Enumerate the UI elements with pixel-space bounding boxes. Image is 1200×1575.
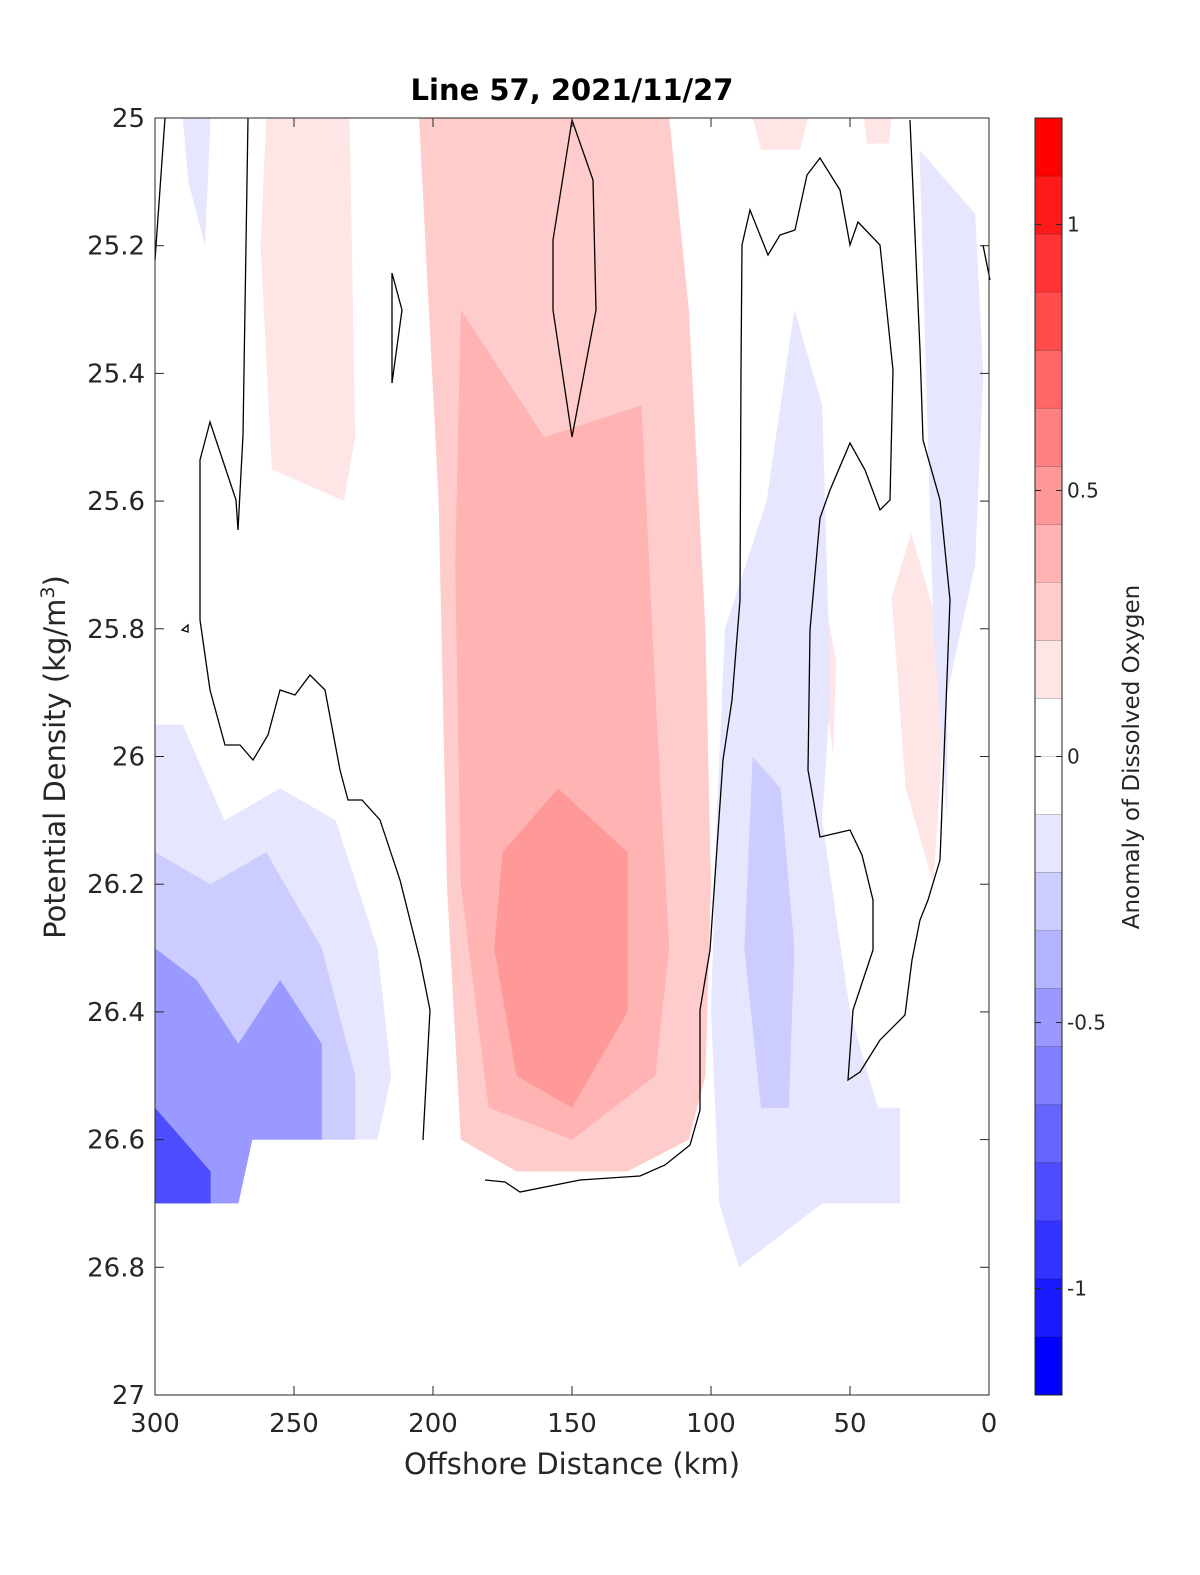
x-tick-label: 50 (833, 1409, 866, 1439)
region-positive-upper-left (260, 118, 356, 502)
y-tick-label: 26 (112, 743, 145, 773)
colorbar-cell (1035, 1278, 1062, 1338)
zero-contour-tiny-mark (180, 623, 189, 633)
colorbar-cell (1035, 756, 1062, 816)
zero-contour-small-loop (391, 272, 403, 384)
colorbar-cell (1035, 814, 1062, 874)
colorbar-ticks: 1 0.5 0 -0.5 -1 (1035, 212, 1106, 1301)
plot-area (154, 117, 991, 1396)
region-negative-right-inner (744, 756, 795, 1108)
y-axis: 25 25.2 25.4 25.6 25.8 26 26.2 26.4 26.6 26.8 27 (87, 104, 989, 1411)
colorbar-cells (1035, 118, 1062, 1396)
zero-contour-lines (154, 117, 991, 1193)
x-tick-label: 0 (981, 1409, 998, 1439)
zero-contour-right-inner (484, 119, 951, 1193)
colorbar: 1 0.5 0 -0.5 -1 Anomaly of Dissolved Oxygen (1034, 117, 1145, 1396)
colorbar-cell (1035, 988, 1062, 1048)
y-axis-label-superscript: 3 (37, 586, 59, 598)
y-axis-label: Potential Density (kg/m3) (37, 575, 72, 939)
colorbar-tick-label: 0 (1067, 745, 1080, 769)
y-axis-label-close: ) (38, 575, 72, 586)
colorbar-cell (1035, 1104, 1062, 1164)
y-tick-label: 26.2 (87, 870, 145, 900)
y-tick-label: 25.6 (87, 487, 145, 517)
y-axis-label-main: Potential Density (kg/m (38, 599, 72, 939)
colorbar-cell (1035, 408, 1062, 467)
colorbar-cell (1035, 1162, 1062, 1222)
colorbar-cell (1035, 1046, 1062, 1106)
colorbar-cell (1035, 524, 1062, 583)
y-tick-label: 25.4 (87, 359, 145, 389)
x-tick-label: 200 (408, 1409, 458, 1439)
region-positive-upper-right-b (863, 118, 892, 144)
colorbar-tick-label: -0.5 (1067, 1011, 1106, 1035)
region-positive-right-lobe (891, 533, 942, 885)
colorbar-cell (1035, 118, 1062, 177)
chart-title: Line 57, 2021/11/27 (411, 73, 734, 107)
colorbar-cell (1035, 234, 1062, 293)
colorbar-tick-label: 1 (1067, 212, 1080, 236)
colorbar-cell (1035, 292, 1062, 351)
x-tick-label: 150 (547, 1409, 597, 1439)
colorbar-cell (1035, 640, 1062, 699)
region-negative-left-core (155, 1107, 211, 1204)
colorbar-tick-label: 0.5 (1067, 478, 1099, 502)
colorbar-tick-label: -1 (1067, 1277, 1087, 1301)
x-tick-label: 250 (269, 1409, 319, 1439)
contour-fill-regions (155, 118, 984, 1268)
region-negative-upper-left (182, 118, 211, 246)
y-tick-label: 26.6 (87, 1126, 145, 1156)
x-tick-label: 100 (686, 1409, 736, 1439)
colorbar-cell (1035, 176, 1062, 235)
x-tick-label: 300 (130, 1409, 180, 1439)
colorbar-label: Anomaly of Dissolved Oxygen (1119, 585, 1145, 930)
y-tick-label: 25.2 (87, 232, 145, 262)
colorbar-cell (1035, 1336, 1062, 1396)
zero-contour-left (154, 117, 431, 1141)
colorbar-cell (1035, 350, 1062, 409)
colorbar-cell (1035, 1220, 1062, 1280)
x-axis: 300 250 200 150 100 50 0 (130, 118, 997, 1439)
zero-contour-upper-loop (552, 119, 597, 438)
region-negative-far-right (919, 149, 984, 821)
colorbar-cell (1035, 872, 1062, 932)
x-axis-label: Offshore Distance (km) (404, 1447, 740, 1481)
y-tick-label: 25.8 (87, 615, 145, 645)
y-tick-label: 25 (112, 104, 145, 134)
region-positive-upper-right-a (752, 118, 809, 150)
colorbar-cell (1035, 698, 1062, 757)
y-tick-label: 26.4 (87, 998, 145, 1028)
y-tick-label: 27 (112, 1381, 145, 1411)
colorbar-cell (1035, 466, 1062, 525)
colorbar-cell (1035, 582, 1062, 641)
colorbar-cell (1035, 930, 1062, 990)
region-negative-left-deep (155, 948, 322, 1204)
y-tick-label: 26.8 (87, 1253, 145, 1283)
region-positive-core-inner (494, 788, 628, 1108)
